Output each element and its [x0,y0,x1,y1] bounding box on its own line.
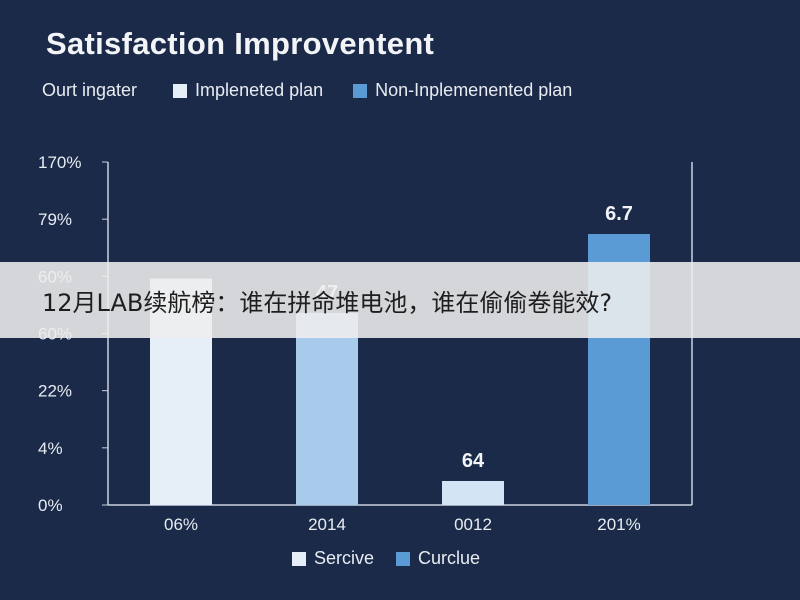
top-legend: Ourt ingater Impleneted plan Non-Inpleme… [42,80,760,101]
legend-swatch-curclue [396,551,411,566]
y-tick-label: 0% [38,496,63,515]
legend-item-non-implemented: Non-Inplemenented plan [353,80,572,101]
legend-label-service: Sercive [314,548,375,568]
data-label: 6.7 [605,203,633,225]
caption-banner: 12月LAB续航榜：谁在拼命堆电池，谁在偷偷卷能效? [0,262,800,338]
data-label: 64 [462,450,485,472]
legend-label-curclue: Curclue [418,548,481,568]
bar [296,312,358,505]
y-tick-label: 79% [38,210,72,229]
legend-item-service: Sercive [292,548,374,569]
bar [442,480,504,505]
legend-caption: Ourt ingater [42,80,138,100]
legend-swatch-non-implemented [353,83,368,98]
y-tick-label: 4% [38,439,63,458]
x-tick-label: 0012 [454,515,492,534]
banner-text: 12月LAB续航榜：谁在拼命堆电池，谁在偷偷卷能效? [42,288,613,317]
legend-item-curclue: Curclue [396,548,480,569]
legend-item-implemented: Impleneted plan [173,80,323,101]
legend-label-implemented: Impleneted plan [195,80,324,100]
legend-label-non-implemented: Non-Inplemenented plan [375,80,573,100]
bottom-legend: Sercive Curclue [292,548,502,569]
y-tick-label: 22% [38,382,72,401]
x-tick-label: 2014 [308,515,346,534]
chart-title: Satisfaction Improventent [46,26,435,61]
x-tick-label: 06% [164,515,198,534]
legend-swatch-implemented [173,83,188,98]
x-tick-label: 201% [597,515,640,534]
y-tick-label: 170% [38,153,81,172]
legend-swatch-service [292,551,306,566]
